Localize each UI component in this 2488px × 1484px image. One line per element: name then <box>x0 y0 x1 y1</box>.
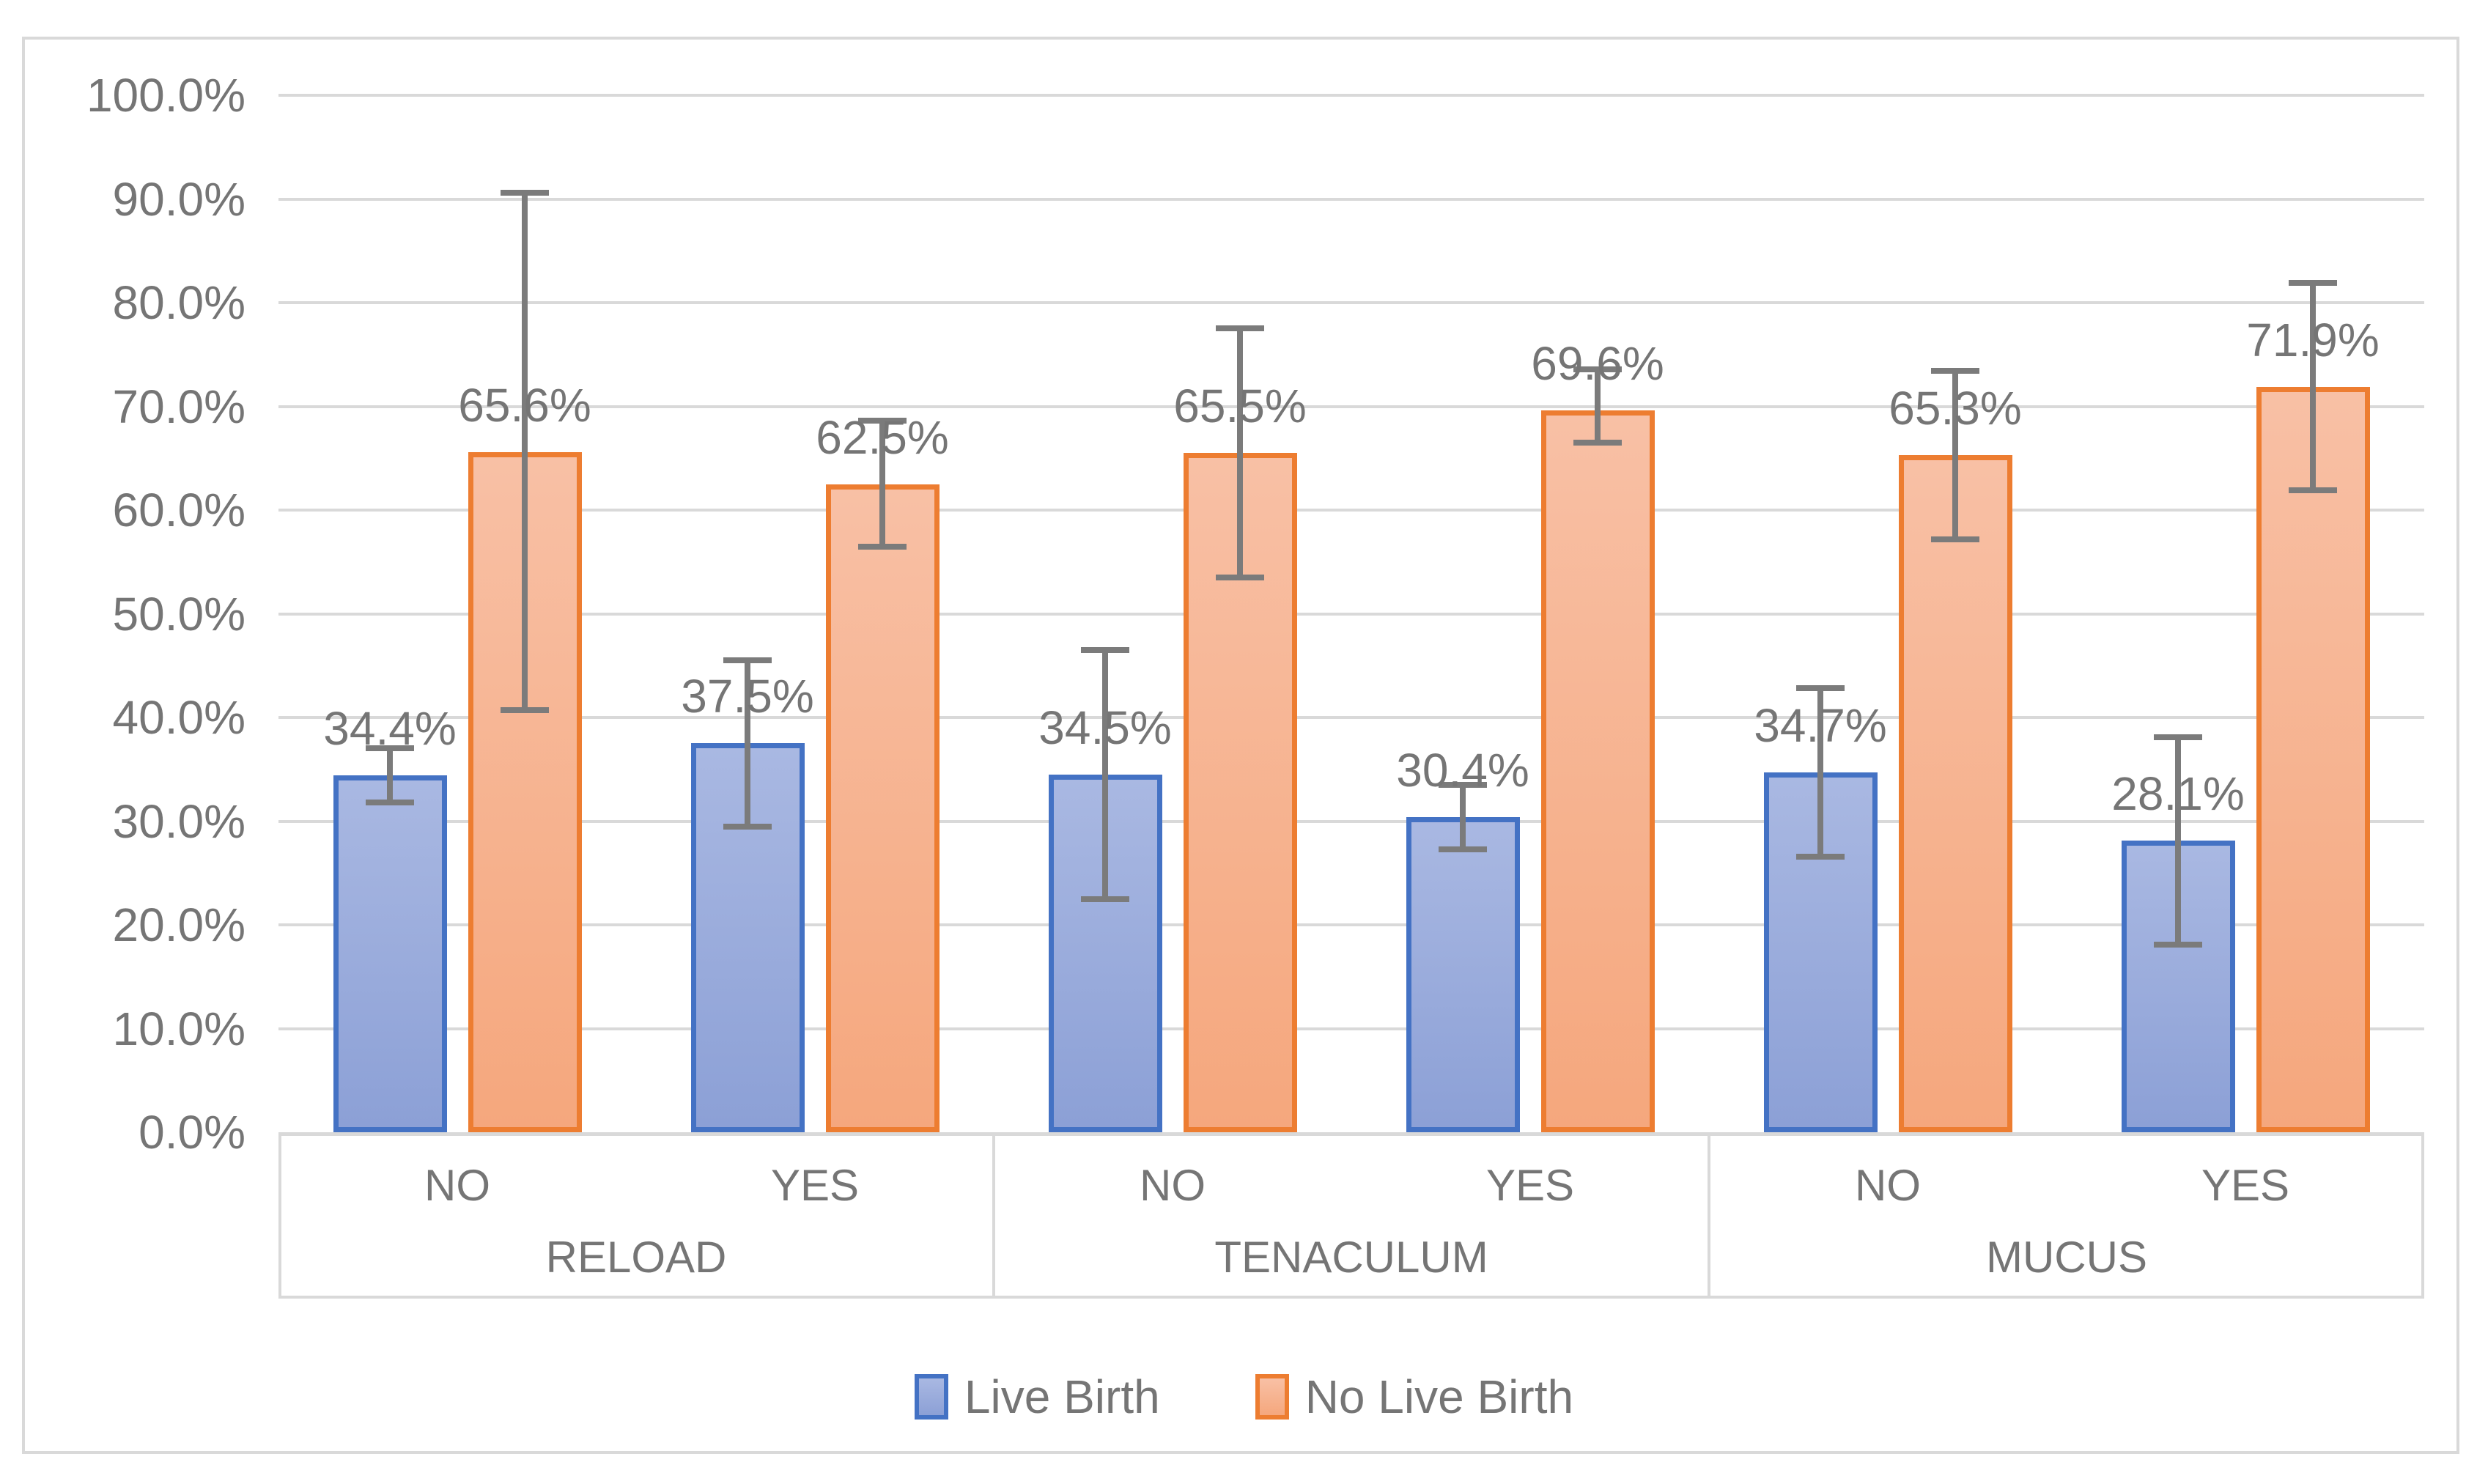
error-bar-cap <box>1439 846 1487 852</box>
error-bar <box>745 660 750 827</box>
data-label: 37.5% <box>681 670 814 723</box>
legend: Live Birth No Live Birth <box>0 1367 2488 1426</box>
y-axis-tick-label: 40.0% <box>112 691 246 744</box>
error-bar-cap <box>2289 487 2337 493</box>
legend-label-live-birth: Live Birth <box>964 1370 1160 1423</box>
y-axis-tick-label: 80.0% <box>112 276 246 329</box>
y-axis-tick-label: 30.0% <box>112 795 246 848</box>
legend-item-live-birth: Live Birth <box>914 1370 1160 1424</box>
gridline <box>278 923 2424 926</box>
error-bar-cap <box>1081 896 1129 902</box>
error-bar <box>1102 650 1108 899</box>
gridline <box>278 405 2424 408</box>
error-bar-cap <box>1573 366 1622 372</box>
chart-frame <box>22 37 2459 1454</box>
error-bar-cap <box>1573 440 1622 446</box>
gridline <box>278 716 2424 719</box>
error-bar <box>387 748 393 802</box>
error-bar <box>1460 785 1466 849</box>
error-bar <box>1952 371 1958 539</box>
bar-no-live-birth <box>826 484 940 1132</box>
x-axis-cluster-label: NO <box>1855 1161 1921 1210</box>
y-axis-tick-label: 0.0% <box>139 1106 246 1159</box>
bar-no-live-birth <box>1541 410 1655 1132</box>
legend-label-no-live-birth: No Live Birth <box>1304 1370 1574 1423</box>
error-bar-cap <box>1439 782 1487 788</box>
error-bar-cap <box>1931 536 1979 542</box>
data-label: 65.5% <box>1173 380 1307 432</box>
x-axis-group-label: TENACULUM <box>1214 1233 1488 1282</box>
y-axis-tick-label: 50.0% <box>112 588 246 641</box>
error-bar-cap <box>1081 647 1129 653</box>
gridline <box>278 509 2424 512</box>
gridline <box>278 613 2424 616</box>
no-live-birth-swatch-icon <box>1255 1374 1289 1420</box>
bar-live-birth <box>333 775 447 1132</box>
x-axis-cluster-label: YES <box>770 1161 860 1210</box>
y-axis-tick-label: 60.0% <box>112 484 246 536</box>
data-label: 28.1% <box>2111 767 2245 820</box>
bar-live-birth <box>1406 817 1520 1132</box>
data-label: 34.7% <box>1754 699 1887 752</box>
error-bar <box>879 421 885 547</box>
error-bar-cap <box>858 418 907 424</box>
bar-no-live-birth <box>1899 455 2012 1132</box>
error-bar-cap <box>2154 734 2202 740</box>
gridline <box>278 301 2424 304</box>
error-bar-cap <box>2289 280 2337 286</box>
x-axis-cluster-label: NO <box>424 1161 490 1210</box>
error-bar-cap <box>723 657 772 663</box>
y-axis-tick-label: 10.0% <box>112 1003 246 1055</box>
group-divider <box>992 1132 995 1299</box>
data-label: 34.4% <box>323 702 457 755</box>
x-axis-cluster-label: YES <box>1485 1161 1575 1210</box>
x-axis-group-label: RELOAD <box>545 1233 727 1282</box>
error-bar-cap <box>366 800 414 805</box>
y-axis-tick-label: 90.0% <box>112 173 246 226</box>
y-axis-tick-label: 100.0% <box>86 69 246 122</box>
x-axis-group-label: MUCUS <box>1986 1233 2147 1282</box>
data-label: 62.5% <box>816 411 949 464</box>
error-bar-cap <box>1216 575 1264 580</box>
data-label: 30.4% <box>1396 744 1529 797</box>
error-bar <box>1237 328 1243 577</box>
gridline <box>278 198 2424 201</box>
gridline <box>278 94 2424 97</box>
gridline <box>278 1027 2424 1030</box>
error-bar <box>2175 737 2181 945</box>
x-axis-cluster-label: YES <box>2201 1161 2290 1210</box>
gridline <box>278 820 2424 823</box>
data-label: 65.3% <box>1889 382 2022 435</box>
data-label: 65.6% <box>458 379 591 432</box>
error-bar-cap <box>501 707 549 713</box>
data-label: 69.6% <box>1531 337 1664 390</box>
error-bar-cap <box>2154 942 2202 948</box>
error-bar-cap <box>858 544 907 550</box>
error-bar-cap <box>1796 685 1845 691</box>
error-bar-cap <box>366 745 414 751</box>
y-axis-tick-label: 20.0% <box>112 898 246 951</box>
bar-no-live-birth <box>2256 387 2370 1132</box>
x-axis-band-frame <box>278 1132 2424 1299</box>
error-bar-cap <box>723 824 772 830</box>
live-birth-swatch-icon <box>914 1374 948 1420</box>
error-bar <box>1817 688 1823 857</box>
error-bar <box>1595 369 1601 443</box>
data-label: 71.9% <box>2246 314 2380 366</box>
group-divider <box>1708 1132 1710 1299</box>
error-bar-cap <box>1796 854 1845 860</box>
error-bar <box>522 193 528 710</box>
error-bar-cap <box>1216 325 1264 331</box>
error-bar-cap <box>1931 368 1979 374</box>
data-label: 34.5% <box>1038 701 1172 754</box>
error-bar <box>2310 283 2316 490</box>
error-bar-cap <box>501 190 549 196</box>
legend-item-no-live-birth: No Live Birth <box>1255 1370 1573 1424</box>
x-axis-cluster-label: NO <box>1140 1161 1206 1210</box>
y-axis-tick-label: 70.0% <box>112 380 246 433</box>
